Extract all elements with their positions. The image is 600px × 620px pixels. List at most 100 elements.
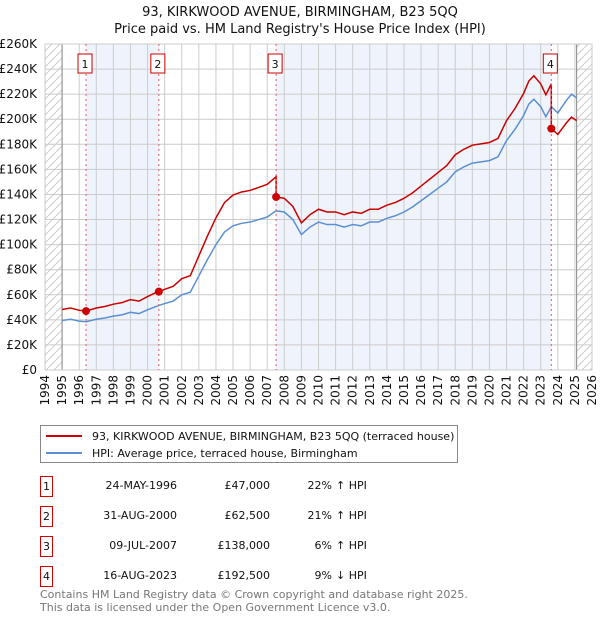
sale-label-box: [150, 53, 166, 74]
sale-label: 1: [82, 58, 89, 71]
x-tick-label: 2005: [226, 375, 240, 406]
property-line-swatch: [46, 435, 82, 437]
legend-hpi-label: HPI: Average price, terraced house, Birm…: [92, 446, 358, 460]
x-tick-label: 1996: [72, 375, 86, 406]
y-tick-label: £0: [22, 363, 37, 377]
sale-hpi-direction: ↓ HPI: [336, 569, 367, 582]
x-tick-label: 2026: [585, 375, 599, 406]
sale-hpi-direction: ↑ HPI: [336, 479, 367, 492]
legend-item-property: 93, KIRKWOOD AVENUE, BIRMINGHAM, B23 5QQ…: [41, 428, 454, 444]
x-tick-label: 2022: [517, 375, 531, 406]
sale-hpi-pct: 21%: [307, 509, 332, 522]
sale-row: 4 16-AUG-2023 £192,500 9% ↓ HPI: [40, 566, 440, 588]
x-tick-label: 1999: [123, 375, 137, 406]
sale-row: 1 24-MAY-1996 £47,000 22% ↑ HPI: [40, 476, 440, 498]
sale-date: 24-MAY-1996: [105, 479, 177, 492]
x-tick-label: 2008: [277, 375, 291, 406]
y-tick-label: £260K: [0, 37, 38, 51]
x-tick-label: 2016: [414, 375, 428, 406]
sale-hpi-pct: 6%: [314, 539, 332, 552]
sale-label: 3: [272, 58, 279, 71]
x-tick-label: 2018: [448, 375, 462, 406]
y-tick-label: £240K: [0, 62, 38, 76]
y-tick-label: £80K: [6, 263, 38, 277]
sale-date: 16-AUG-2023: [103, 569, 177, 582]
sale-point: [272, 192, 281, 201]
sale-badge: 3: [40, 536, 53, 557]
sale-hpi-pct: 9%: [314, 569, 332, 582]
sale-price: £62,500: [224, 509, 271, 522]
x-tick-label: 2011: [329, 375, 343, 406]
sale-label-box: [267, 53, 283, 74]
y-tick-label: £60K: [6, 288, 38, 302]
x-tick-label: 2013: [363, 375, 377, 406]
x-tick-label: 2003: [192, 375, 206, 406]
x-tick-label: 2020: [482, 375, 496, 406]
x-tick-label: 2007: [260, 375, 274, 406]
price-chart: 1994 1995 1996 1997 1998 1999 2000 2001 2002 2003…: [0, 37, 599, 406]
sale-price: £47,000: [224, 479, 271, 492]
x-tick-label: 2010: [312, 375, 326, 406]
sale-badge: 2: [40, 506, 53, 527]
x-tick-label: 1998: [106, 375, 120, 406]
legend-property-label: 93, KIRKWOOD AVENUE, BIRMINGHAM, B23 5QQ…: [92, 429, 455, 443]
y-tick-label: £20K: [6, 338, 38, 352]
x-tick-label: 1995: [55, 375, 69, 406]
sale-label: 4: [547, 58, 554, 71]
y-tick-label: £200K: [0, 112, 38, 126]
shaded-period-1-2: [86, 44, 159, 370]
hatched-region: [45, 44, 63, 370]
x-tick-label: 2017: [431, 375, 445, 406]
sale-price: £138,000: [217, 539, 271, 552]
sale-point: [82, 307, 91, 316]
sale-label-box: [542, 53, 558, 74]
sale-row: 2 31-AUG-2000 £62,500 21% ↑ HPI: [40, 506, 440, 528]
sale-badge: 4: [40, 566, 53, 587]
sale-price: £192,500: [217, 569, 271, 582]
sale-label: 2: [154, 58, 161, 71]
x-tick-label: 2012: [346, 375, 360, 406]
hpi-line-swatch: [46, 452, 82, 454]
x-tick-label: 2021: [500, 375, 514, 406]
sale-hpi-direction: ↑ HPI: [336, 539, 367, 552]
footer-line-2: This data is licensed under the Open Gov…: [40, 601, 391, 614]
sale-point: [154, 287, 163, 296]
footer-line-1: Contains HM Land Registry data © Crown c…: [40, 588, 468, 601]
y-tick-label: £220K: [0, 87, 38, 101]
hpi-line: [61, 93, 578, 323]
y-tick-label: £100K: [0, 238, 38, 252]
x-tick-label: 2004: [209, 375, 223, 406]
legend-item-hpi: HPI: Average price, terraced house, Birm…: [41, 445, 358, 461]
x-tick-label: 2001: [158, 375, 172, 406]
footer: Contains HM Land Registry data © Crown c…: [40, 588, 468, 614]
y-tick-label: £180K: [0, 137, 38, 151]
legend: 93, KIRKWOOD AVENUE, BIRMINGHAM, B23 5QQ…: [40, 425, 458, 463]
x-tick-label: 2019: [465, 375, 479, 406]
sale-point: [547, 124, 556, 133]
sale-row: 3 09-JUL-2007 £138,000 6% ↑ HPI: [40, 536, 440, 558]
x-tick-label: 2006: [243, 375, 257, 406]
sale-hpi-direction: ↑ HPI: [336, 509, 367, 522]
x-tick-label: 2023: [534, 375, 548, 406]
sale-badge: 1: [40, 476, 53, 497]
sale-date: 09-JUL-2007: [109, 539, 177, 552]
sale-date: 31-AUG-2000: [103, 509, 177, 522]
chart-title: 93, KIRKWOOD AVENUE, BIRMINGHAM, B23 5QQ…: [0, 4, 600, 38]
sale-hpi-pct: 22%: [307, 479, 332, 492]
x-tick-label: 2002: [175, 375, 189, 406]
y-tick-label: £140K: [0, 187, 38, 201]
x-tick-label: 1994: [38, 375, 52, 406]
x-tick-label: 1997: [89, 375, 103, 406]
x-tick-label: 2024: [551, 375, 565, 406]
title-line-1: 93, KIRKWOOD AVENUE, BIRMINGHAM, B23 5QQ: [142, 5, 458, 20]
y-tick-label: £40K: [6, 313, 38, 327]
x-tick-label: 2015: [397, 375, 411, 406]
hatched-region: [576, 44, 592, 370]
title-line-2: Price paid vs. HM Land Registry's House …: [114, 22, 486, 37]
x-tick-label: 2014: [380, 375, 394, 406]
x-tick-label: 2025: [568, 375, 582, 406]
plot-frame: [44, 43, 593, 371]
y-tick-label: £160K: [0, 162, 38, 176]
x-tick-label: 2000: [141, 375, 155, 406]
